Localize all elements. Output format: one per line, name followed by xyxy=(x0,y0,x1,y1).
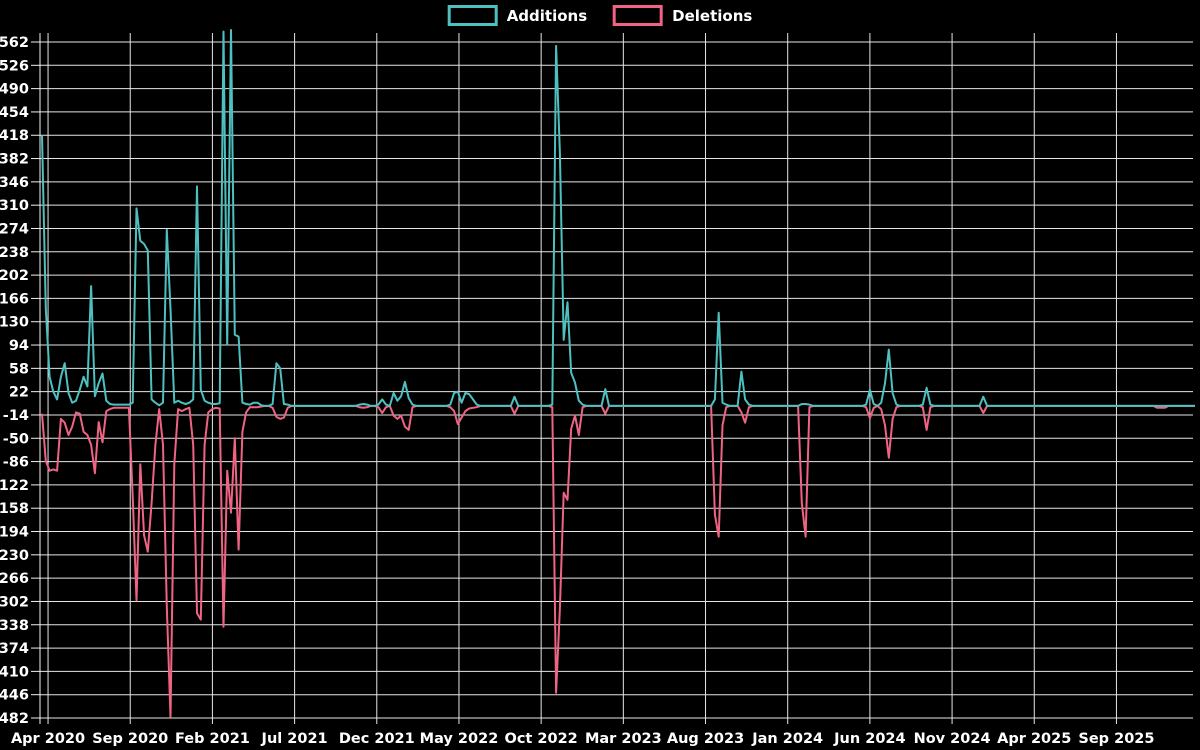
legend-item-deletions[interactable]: Deletions xyxy=(613,5,752,26)
svg-text:Aug 2023: Aug 2023 xyxy=(667,731,744,747)
svg-text:Jul 2021: Jul 2021 xyxy=(261,731,328,747)
additions-swatch-icon xyxy=(447,5,498,26)
svg-text:-50: -50 xyxy=(3,431,29,447)
deletions-line xyxy=(41,404,1195,718)
additions-legend-label: Additions xyxy=(506,6,588,25)
svg-text:-122: -122 xyxy=(0,478,29,494)
svg-text:-482: -482 xyxy=(0,711,29,727)
svg-text:Sep 2020: Sep 2020 xyxy=(92,731,168,747)
svg-text:Sep 2025: Sep 2025 xyxy=(1078,731,1154,747)
svg-text:-338: -338 xyxy=(0,618,29,634)
svg-text:-158: -158 xyxy=(0,501,29,517)
svg-text:Mar 2023: Mar 2023 xyxy=(585,731,662,747)
svg-text:Apr 2025: Apr 2025 xyxy=(997,731,1071,747)
legend: Additions Deletions xyxy=(447,5,752,26)
svg-text:166: 166 xyxy=(0,291,29,307)
svg-text:Dec 2021: Dec 2021 xyxy=(339,731,415,747)
svg-text:130: 130 xyxy=(0,315,29,331)
svg-text:418: 418 xyxy=(0,128,29,144)
deletions-swatch-icon xyxy=(613,5,664,26)
svg-text:Nov 2024: Nov 2024 xyxy=(914,731,991,747)
svg-text:-194: -194 xyxy=(0,525,29,541)
svg-text:22: 22 xyxy=(9,385,29,401)
svg-text:-86: -86 xyxy=(3,455,29,471)
additions-line xyxy=(41,29,1195,407)
svg-text:May 2022: May 2022 xyxy=(420,731,499,747)
svg-text:-374: -374 xyxy=(0,641,29,657)
svg-text:-266: -266 xyxy=(0,571,29,587)
svg-text:Apr 2020: Apr 2020 xyxy=(11,731,85,747)
deletions-legend-label: Deletions xyxy=(672,6,753,25)
legend-item-additions[interactable]: Additions xyxy=(447,5,588,26)
svg-text:346: 346 xyxy=(0,175,29,191)
svg-text:562: 562 xyxy=(0,35,29,51)
svg-text:94: 94 xyxy=(9,338,29,354)
svg-text:Oct 2022: Oct 2022 xyxy=(505,731,578,747)
svg-text:238: 238 xyxy=(0,245,29,261)
svg-text:-14: -14 xyxy=(3,408,29,424)
svg-text:Jan 2024: Jan 2024 xyxy=(751,731,823,747)
svg-text:526: 526 xyxy=(0,58,29,74)
svg-text:490: 490 xyxy=(0,82,29,98)
svg-text:382: 382 xyxy=(0,152,29,168)
svg-text:-230: -230 xyxy=(0,548,29,564)
svg-text:Feb 2021: Feb 2021 xyxy=(175,731,250,747)
svg-text:-410: -410 xyxy=(0,664,29,680)
svg-text:274: 274 xyxy=(0,221,29,237)
svg-text:-446: -446 xyxy=(0,688,29,704)
svg-text:58: 58 xyxy=(9,361,29,377)
svg-text:310: 310 xyxy=(0,198,29,214)
svg-text:202: 202 xyxy=(0,268,29,284)
svg-text:Jun 2024: Jun 2024 xyxy=(833,731,905,747)
svg-text:454: 454 xyxy=(0,105,29,121)
svg-text:-302: -302 xyxy=(0,594,29,610)
